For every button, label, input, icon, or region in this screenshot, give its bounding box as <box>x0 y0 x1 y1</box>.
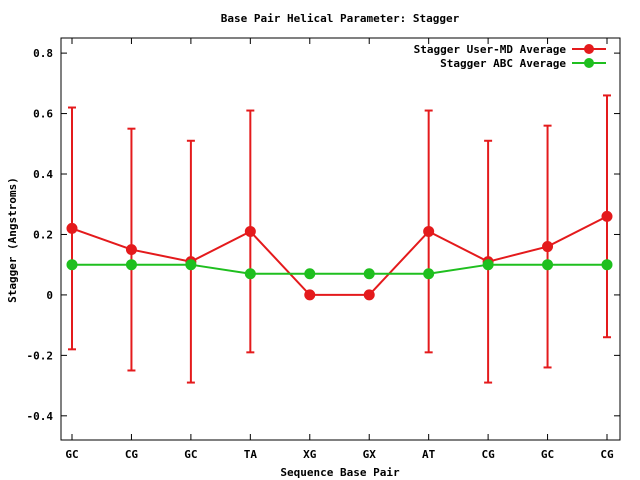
data-point <box>542 241 554 253</box>
legend-marker <box>584 44 594 54</box>
data-point <box>244 268 256 280</box>
data-point <box>66 259 78 271</box>
data-point <box>423 225 435 237</box>
data-point <box>482 259 494 271</box>
data-point <box>125 244 137 256</box>
data-point <box>601 210 613 222</box>
x-tick-label: XG <box>303 448 317 461</box>
chart-title: Base Pair Helical Parameter: Stagger <box>221 12 460 25</box>
series-0 <box>66 94 613 384</box>
data-point <box>601 259 613 271</box>
x-tick-label: GX <box>363 448 377 461</box>
x-tick-label: GC <box>184 448 197 461</box>
legend-marker <box>584 58 594 68</box>
series-line <box>71 215 608 296</box>
y-tick-label: 0.8 <box>33 47 53 60</box>
x-tick-label: CG <box>481 448 495 461</box>
plot-area: -0.4 -0.2 0 0.2 0.4 0.6 0.8 GC CG GC TA XG GX AT CG GC C… <box>27 37 621 461</box>
y-tick-label: -0.2 <box>27 349 54 362</box>
x-tick-label: GC <box>65 448 78 461</box>
data-point <box>304 289 316 301</box>
data-point <box>363 289 375 301</box>
y-axis-label: Stagger (Angstroms) <box>6 177 19 303</box>
y-tick-label: 0 <box>46 289 53 302</box>
series-line <box>72 263 607 275</box>
data-point <box>304 268 316 280</box>
legend-label: Stagger ABC Average <box>440 57 566 70</box>
data-point <box>423 268 435 280</box>
x-tick-label: AT <box>422 448 436 461</box>
x-tick-label: CG <box>125 448 139 461</box>
data-point <box>363 268 375 280</box>
y-tick-label: -0.4 <box>27 410 54 423</box>
x-tick-label: GC <box>541 448 554 461</box>
legend-label: Stagger User-MD Average <box>414 43 567 56</box>
series-1 <box>66 259 613 280</box>
data-point <box>542 259 554 271</box>
x-axis-label: Sequence Base Pair <box>280 466 400 479</box>
y-tick-label: 0.4 <box>33 168 53 181</box>
data-point <box>244 225 256 237</box>
data-point <box>185 259 197 271</box>
plot-frame <box>60 37 621 441</box>
data-point <box>66 222 78 234</box>
x-tick-label: TA <box>244 448 258 461</box>
y-tick-label: 0.6 <box>33 108 53 121</box>
x-tick-label: CG <box>600 448 614 461</box>
y-tick-label: 0.2 <box>33 228 53 241</box>
data-point <box>125 259 137 271</box>
